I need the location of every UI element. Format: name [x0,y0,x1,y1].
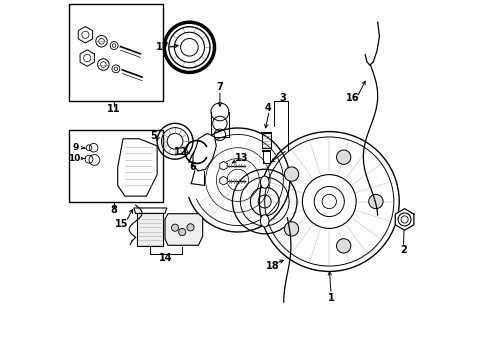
Circle shape [284,222,299,236]
Polygon shape [165,214,203,245]
Text: 16: 16 [346,93,359,103]
Text: 12: 12 [174,147,188,157]
Polygon shape [80,50,95,66]
Polygon shape [220,161,227,170]
Bar [69,130,163,202]
Circle shape [284,167,299,181]
Text: 17: 17 [156,42,169,52]
Ellipse shape [260,176,269,188]
Circle shape [368,194,383,209]
Polygon shape [78,27,93,43]
Text: 2: 2 [400,245,407,255]
Polygon shape [134,208,167,213]
Circle shape [187,224,194,231]
Text: 8: 8 [111,206,118,216]
Text: 6: 6 [190,162,196,172]
Text: 10: 10 [69,154,81,163]
Polygon shape [118,139,157,196]
Polygon shape [220,176,227,185]
Ellipse shape [260,215,269,227]
Circle shape [337,239,351,253]
Text: 5: 5 [150,131,157,141]
Text: 11: 11 [107,104,121,114]
Bar [137,213,163,246]
Bar [69,4,163,101]
Text: 13: 13 [235,153,248,163]
Circle shape [179,228,186,235]
Text: 3: 3 [279,93,286,103]
Text: 4: 4 [265,103,271,113]
Polygon shape [193,134,216,171]
Text: 18: 18 [266,261,280,271]
Text: 7: 7 [217,82,223,92]
Polygon shape [395,209,414,230]
Text: 15: 15 [115,219,128,229]
Text: 1: 1 [328,293,335,303]
Text: 9: 9 [73,143,79,152]
Circle shape [337,150,351,165]
Text: 14: 14 [159,253,173,263]
Circle shape [172,224,179,231]
